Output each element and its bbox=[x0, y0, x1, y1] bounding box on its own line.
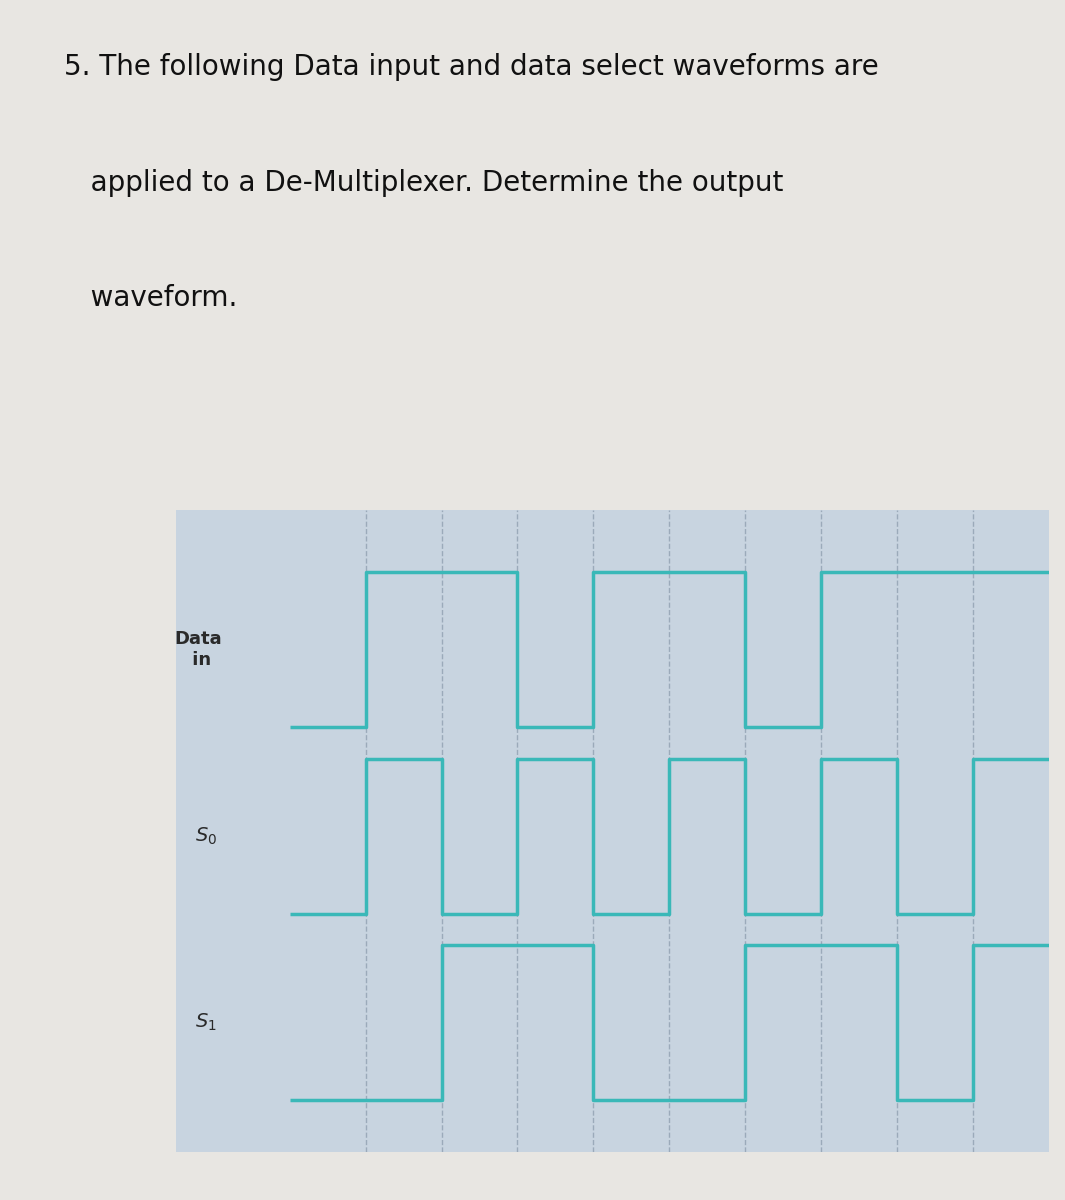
Text: applied to a De-Multiplexer. Determine the output: applied to a De-Multiplexer. Determine t… bbox=[64, 169, 783, 197]
Text: waveform.: waveform. bbox=[64, 284, 237, 312]
Text: $S_0$: $S_0$ bbox=[195, 826, 217, 847]
Text: $S_1$: $S_1$ bbox=[195, 1012, 217, 1033]
Text: Data
 in: Data in bbox=[175, 630, 223, 670]
Text: 5. The following Data input and data select waveforms are: 5. The following Data input and data sel… bbox=[64, 53, 879, 82]
